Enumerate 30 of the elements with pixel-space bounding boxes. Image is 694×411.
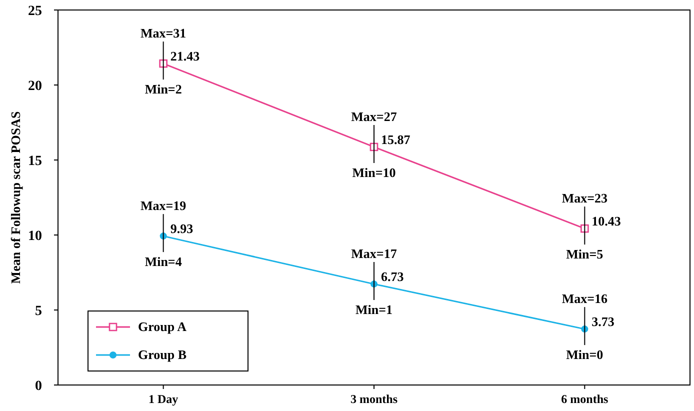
annotation: Max=16 xyxy=(562,291,608,306)
annotation: Min=4 xyxy=(144,254,182,270)
y-axis-title: Mean of Followup scar POSAS xyxy=(8,111,23,284)
annotation: Min=5 xyxy=(566,246,604,262)
annotation: Min=1 xyxy=(355,302,393,318)
annotation: Max=19 xyxy=(140,198,187,214)
annotation: Max=17 xyxy=(351,246,398,262)
legend-label: Group A xyxy=(138,319,188,334)
legend-label: Group B xyxy=(138,347,187,362)
y-tick-label: 15 xyxy=(28,154,42,169)
annotation: Max=31 xyxy=(140,26,186,41)
data-label: 10.43 xyxy=(592,214,622,229)
annotation: Max=23 xyxy=(562,190,608,206)
data-label: 15.87 xyxy=(381,132,411,147)
x-tick-label: 1 Day xyxy=(148,392,178,406)
y-tick-label: 5 xyxy=(35,304,42,319)
data-label: 3.73 xyxy=(592,314,615,330)
x-tick-label: 6 months xyxy=(561,392,608,406)
x-tick-label: 3 months xyxy=(350,392,398,406)
annotation: Max=27 xyxy=(351,108,398,124)
annotation: Min=2 xyxy=(144,82,182,97)
annotation: Min=0 xyxy=(566,347,604,362)
y-tick-label: 0 xyxy=(35,379,42,394)
y-tick-label: 10 xyxy=(28,229,42,244)
y-tick-label: 20 xyxy=(28,79,42,94)
annotation: Min=10 xyxy=(352,164,396,180)
data-label: 9.93 xyxy=(170,221,194,236)
data-label: 6.73 xyxy=(381,269,404,284)
data-label: 21.43 xyxy=(170,48,200,64)
y-tick-label: 25 xyxy=(28,4,42,19)
